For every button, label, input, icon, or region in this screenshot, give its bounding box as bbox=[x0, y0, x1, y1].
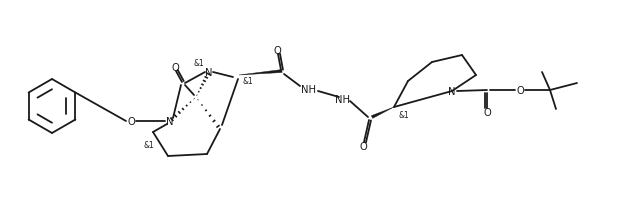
Polygon shape bbox=[239, 70, 282, 76]
Text: &1: &1 bbox=[399, 111, 410, 120]
Text: O: O bbox=[359, 141, 367, 151]
Text: O: O bbox=[273, 46, 281, 56]
Text: NH: NH bbox=[334, 95, 350, 104]
Text: O: O bbox=[516, 85, 524, 96]
Text: &1: &1 bbox=[143, 141, 154, 150]
Text: &1: &1 bbox=[194, 58, 204, 67]
Text: N: N bbox=[205, 68, 213, 78]
Text: O: O bbox=[171, 63, 179, 73]
Text: NH: NH bbox=[300, 85, 316, 95]
Text: &1: &1 bbox=[242, 77, 253, 86]
Text: O: O bbox=[483, 108, 491, 117]
Text: N: N bbox=[167, 116, 174, 126]
Text: N: N bbox=[448, 87, 456, 97]
Text: O: O bbox=[127, 116, 135, 126]
Polygon shape bbox=[372, 108, 394, 119]
